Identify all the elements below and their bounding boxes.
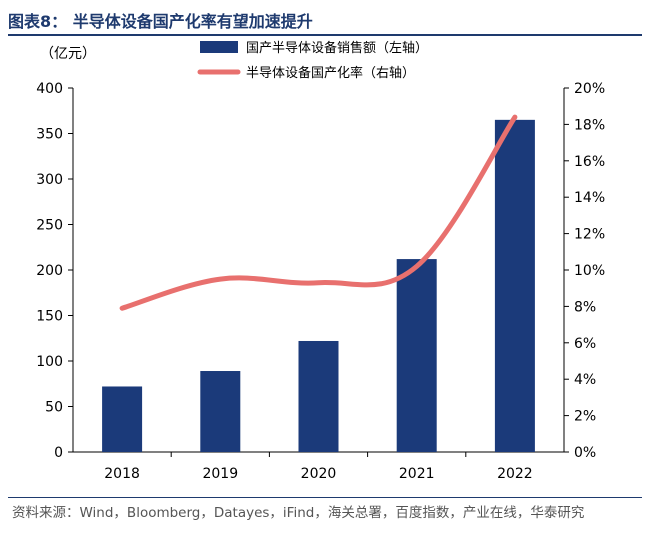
line-series-rate [119, 114, 518, 311]
left-tick-label: 100 [36, 354, 63, 370]
legend-line-label: 半导体设备国产化率（右轴） [246, 65, 415, 81]
legend-bar-swatch [200, 41, 238, 53]
x-tick-label: 2018 [104, 466, 140, 482]
right-tick-label: 4% [574, 372, 596, 388]
combo-chart: 0 50 100 150 200 250 300 350 400 0% 2% 4% 6% 8% 10% 12%… [36, 40, 605, 482]
chart-title-row: 图表8： 半导体设备国产化率有望加速提升 [8, 6, 642, 36]
left-tick-label: 150 [36, 309, 63, 325]
left-tick-label: 250 [36, 218, 63, 234]
left-axis-unit: （亿元） [40, 46, 96, 62]
source-divider [8, 497, 642, 498]
source-note: 资料来源：Wind，Bloomberg，Datayes，iFind，海关总署，百… [12, 505, 585, 521]
left-tick-label: 0 [54, 445, 63, 461]
right-tick-label: 0% [574, 445, 596, 461]
bar [298, 340, 339, 452]
left-tick-label: 400 [36, 81, 63, 97]
bar [494, 119, 535, 452]
left-tick-label: 350 [36, 127, 63, 143]
right-tick-label: 6% [574, 336, 596, 352]
x-tick-label: 2019 [202, 466, 238, 482]
left-tick-label: 50 [45, 400, 63, 416]
legend-bar-label: 国产半导体设备销售额（左轴） [246, 40, 428, 56]
title-divider [8, 34, 642, 36]
right-tick-label: 8% [574, 299, 596, 315]
right-tick-label: 10% [574, 263, 605, 279]
x-tick-label: 2021 [399, 466, 435, 482]
right-tick-label: 16% [574, 154, 605, 170]
right-tick-label: 18% [574, 117, 605, 133]
chart-title: 图表8： 半导体设备国产化率有望加速提升 [8, 12, 313, 31]
left-tick-label: 300 [36, 172, 63, 188]
left-tick-label: 200 [36, 263, 63, 279]
x-tick-label: 2022 [497, 466, 533, 482]
bar [102, 386, 143, 452]
right-tick-label: 20% [574, 81, 605, 97]
right-tick-label: 12% [574, 227, 605, 243]
bar [200, 371, 241, 452]
right-tick-label: 2% [574, 409, 596, 425]
bar [396, 259, 437, 452]
right-tick-label: 14% [574, 190, 605, 206]
x-tick-label: 2020 [301, 466, 337, 482]
